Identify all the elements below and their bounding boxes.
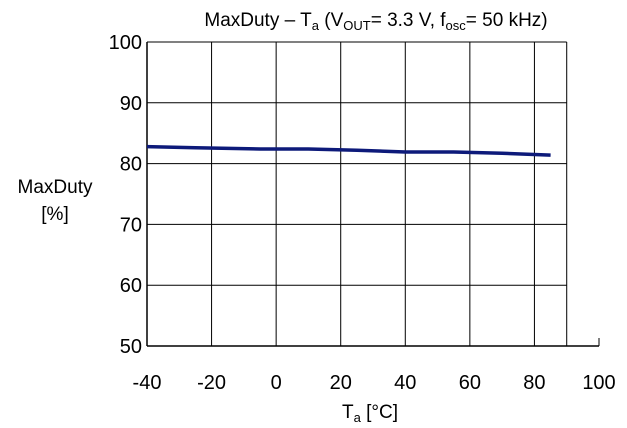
x-tick-label: -40 <box>133 372 162 394</box>
y-tick-label: 100 <box>109 32 142 54</box>
title-part1: MaxDuty – T <box>204 10 312 31</box>
x-axis-label-main: T <box>342 402 354 423</box>
x-tick-label: 0 <box>271 372 282 394</box>
title-part2: (V <box>319 10 344 31</box>
chart-title: MaxDuty – Ta (VOUT= 3.3 V, fosc= 50 kHz) <box>204 10 547 33</box>
x-tick-label: 100 <box>582 372 615 394</box>
y-tick-labels: 50 60 70 80 90 100 <box>109 32 142 358</box>
x-axis-label: Ta [°C] <box>342 402 398 425</box>
x-axis-label-sub: a <box>354 410 362 425</box>
y-tick-label: 70 <box>120 214 142 236</box>
x-axis-label-unit: [°C] <box>361 402 398 423</box>
plot-frame <box>146 42 600 347</box>
title-part3-sub: osc <box>446 18 467 33</box>
y-tick-label: 80 <box>120 154 142 176</box>
x-tick-labels: -40 -20 0 20 40 60 80 100 <box>133 372 616 394</box>
x-tick-label: -20 <box>197 372 226 394</box>
y-tick-label: 50 <box>120 336 142 358</box>
series-group <box>146 144 551 157</box>
title-part4: = 50 kHz) <box>466 10 548 31</box>
series-line <box>146 144 551 157</box>
title-part2-sub: OUT <box>343 18 371 33</box>
title-part3: = 3.3 V, f <box>371 10 447 31</box>
grid-lines <box>147 41 567 347</box>
y-tick-label: 90 <box>120 93 142 115</box>
title-part1-sub: a <box>312 18 320 33</box>
x-tick-label: 20 <box>330 372 352 394</box>
y-axis-label-line1: MaxDuty <box>18 177 93 198</box>
x-tick-label: 60 <box>459 372 481 394</box>
x-tick-label: 40 <box>394 372 416 394</box>
x-tick-label: 80 <box>523 372 545 394</box>
y-tick-label: 60 <box>120 275 142 297</box>
y-axis-label-line2: [%] <box>41 204 68 225</box>
